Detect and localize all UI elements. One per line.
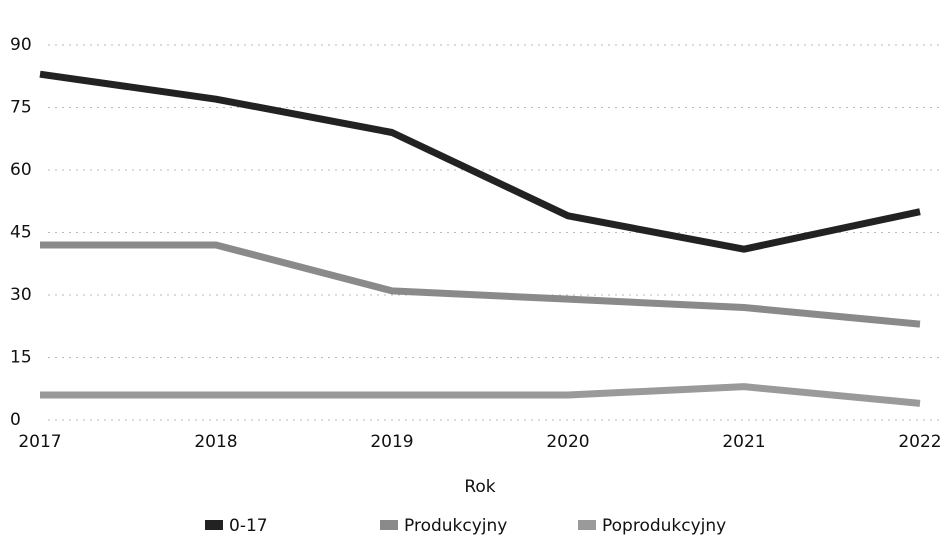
- series-line: [40, 383, 921, 407]
- legend-label: 0-17: [229, 516, 268, 536]
- series-line: [39, 70, 921, 253]
- x-tick-label: 2021: [722, 432, 765, 452]
- y-tick-label: 60: [10, 160, 32, 180]
- legend-swatch: [578, 520, 596, 530]
- x-tick-label: 2017: [18, 432, 61, 452]
- y-tick-label: 0: [10, 410, 21, 430]
- x-tick-label: 2019: [370, 432, 413, 452]
- legend-swatch: [380, 520, 398, 530]
- y-tick-label: 30: [10, 285, 32, 305]
- y-tick-label: 15: [10, 348, 32, 368]
- x-tick-label: 2022: [898, 432, 941, 452]
- legend-swatch: [205, 520, 223, 530]
- y-tick-label: 45: [10, 223, 32, 243]
- x-axis-label: Rok: [464, 477, 495, 497]
- y-tick-label: 90: [10, 35, 32, 55]
- x-tick-label: 2020: [546, 432, 589, 452]
- legend-label: Poprodukcyjny: [602, 516, 726, 536]
- series-line: [40, 241, 921, 328]
- y-tick-label: 75: [10, 98, 32, 118]
- x-tick-label: 2018: [194, 432, 237, 452]
- legend-label: Produkcyjny: [404, 516, 507, 536]
